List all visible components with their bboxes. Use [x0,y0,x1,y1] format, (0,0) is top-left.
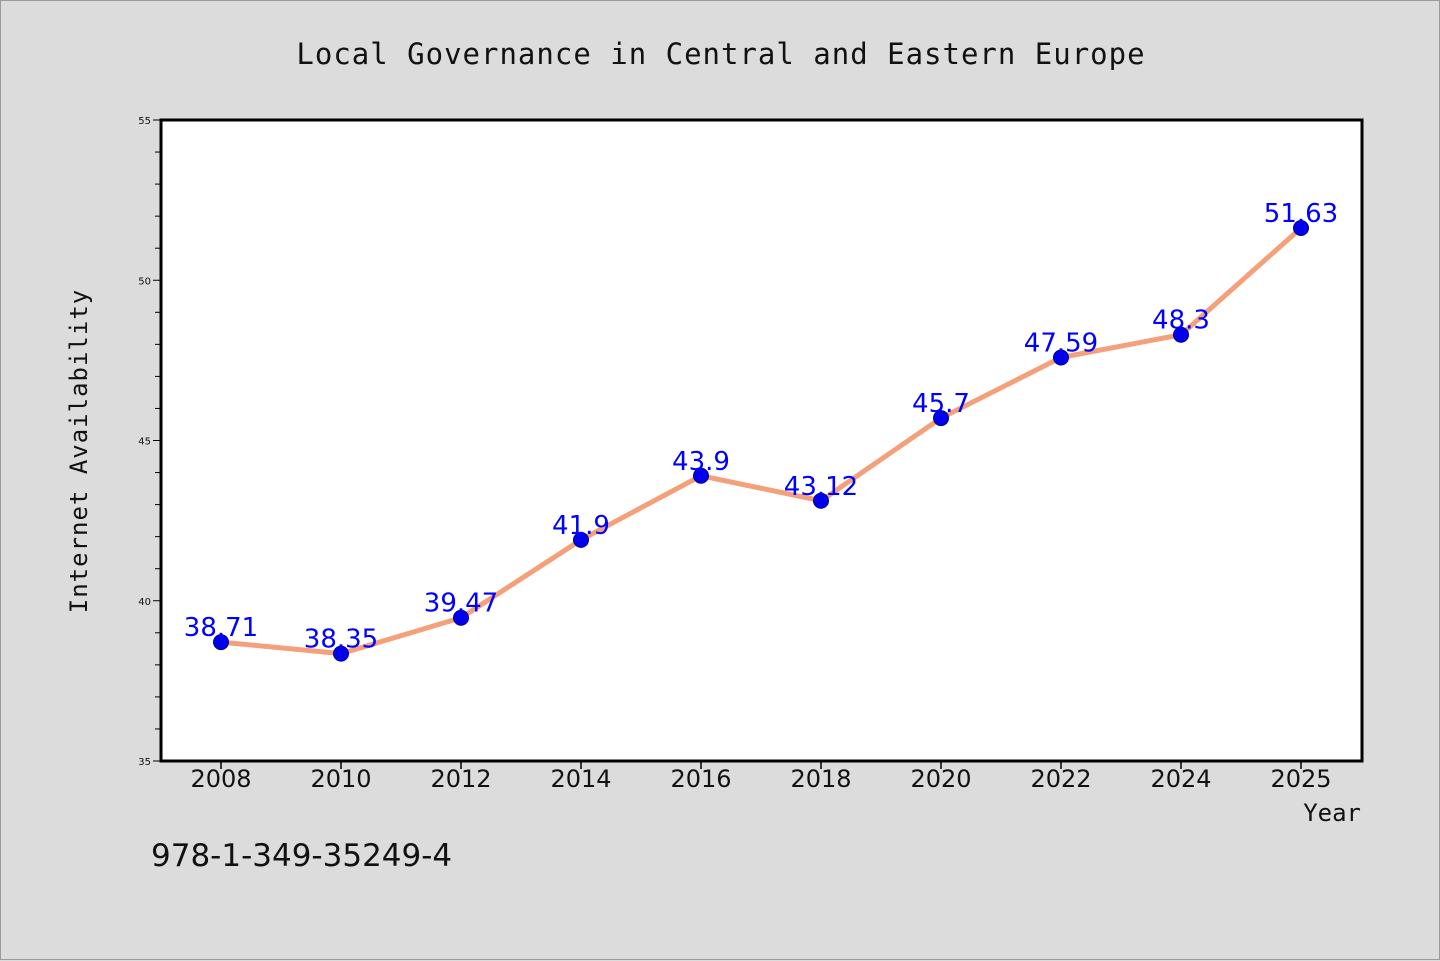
series-line [218,225,1304,657]
y-axis: 35 40 45 50 55 [138,116,161,768]
x-tick-label: 2016 [670,765,731,793]
data-label: 38.71 [184,613,258,643]
y-tick-label: 50 [138,276,151,287]
data-label: 38.35 [304,625,378,655]
y-axis-label: Internet Availability [65,289,93,613]
isbn-text: 978-1-349-35249-4 [151,838,452,874]
data-point [1293,220,1309,237]
x-tick-label: 2025 [1270,765,1331,793]
data-point [1173,326,1189,343]
plot-area [159,118,1364,763]
data-label: 43.9 [672,447,730,477]
data-point [813,492,829,509]
x-tick-label: 2020 [910,765,971,793]
data-point [453,609,469,626]
data-label: 43.12 [784,472,858,502]
x-tick-label: 2008 [190,765,251,793]
series-group: 38.71 38.35 39.47 41.9 43.9 43.12 45.7 47.59 48.… [184,199,1338,662]
data-point [333,645,349,662]
data-point [573,531,589,548]
y-tick-label: 40 [138,597,151,608]
data-point [213,634,229,651]
x-tick-label: 2018 [790,765,851,793]
x-tick-label: 2022 [1030,765,1091,793]
chart-title: Local Governance in Central and Eastern … [296,37,1145,71]
x-tick-label: 2010 [310,765,371,793]
x-tick-label: 2024 [1150,765,1211,793]
data-point [1053,349,1069,366]
data-point [933,410,949,427]
y-tick-label: 35 [138,757,151,768]
x-axis: 2008 2010 2012 2014 2016 2018 2020 2022 2024 2025 [190,761,1332,793]
data-label: 39.47 [424,589,498,619]
data-label: 51.63 [1264,199,1338,229]
x-axis-label: Year [1303,799,1361,827]
y-tick-label: 55 [138,116,151,127]
data-label: 45.7 [912,389,970,419]
x-tick-label: 2014 [550,765,611,793]
data-point [693,467,709,484]
y-tick-label: 45 [138,437,151,448]
data-label: 48.3 [1152,306,1210,336]
data-label: 47.59 [1024,328,1098,358]
x-tick-label: 2012 [430,765,491,793]
data-label: 41.9 [552,511,610,541]
